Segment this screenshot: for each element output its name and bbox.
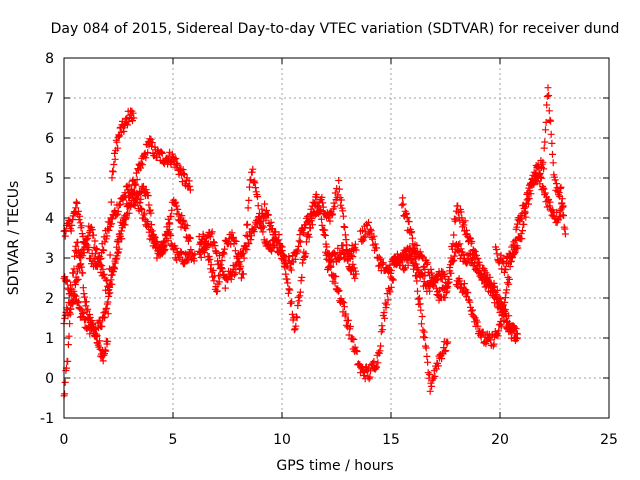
series-track-k [492,171,567,276]
x-tick-label: 0 [60,432,69,448]
plus-markers [195,191,360,292]
series-track-e [195,165,360,334]
plus-markers [195,165,360,334]
y-tick-label: 8 [45,51,54,67]
y-tick-label: 1 [45,331,54,347]
x-tick-label: 5 [169,432,178,448]
y-tick-label: -1 [40,411,54,427]
y-tick-label: 6 [45,131,54,147]
data-points [60,84,569,400]
y-tick-label: 2 [45,291,54,307]
y-tick-label: 0 [45,371,54,387]
x-tick-label: 20 [491,432,509,448]
chart-title: Day 084 of 2015, Sidereal Day-to-day VTE… [51,21,620,37]
x-tick-labels: 0 5 10 15 20 25 [60,432,618,448]
y-tick-labels: -1 0 1 2 3 4 5 6 7 8 [40,51,54,427]
x-tick-label: 10 [273,432,291,448]
y-tick-label: 4 [45,211,54,227]
x-tick-label: 15 [382,432,400,448]
axis-ticks [63,57,610,419]
y-axis-label: SDTVAR / TECUs [6,181,22,296]
y-tick-label: 5 [45,171,54,187]
plot-frame [63,57,610,419]
x-axis-label: GPS time / hours [276,458,393,474]
y-tick-label: 7 [45,91,54,107]
grid-lines [64,58,609,418]
y-tick-label: 3 [45,251,54,267]
x-tick-label: 25 [600,432,618,448]
series-track-f [195,191,360,292]
plus-markers [492,171,567,276]
